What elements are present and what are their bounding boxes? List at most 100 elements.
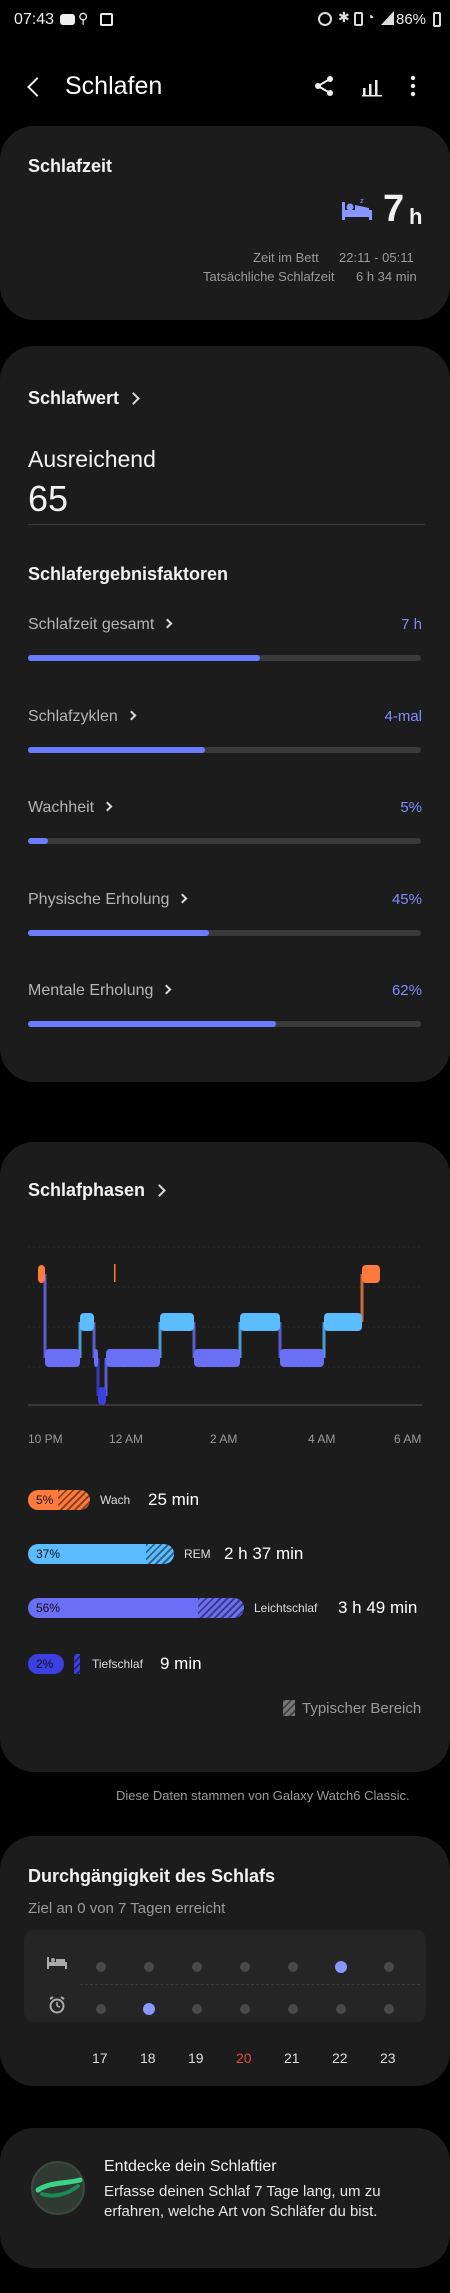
legend-name: REM <box>184 1547 211 1561</box>
sleep-animal-icon <box>30 2160 86 2216</box>
day-label: 20 <box>236 2050 252 2066</box>
discover-card[interactable]: Entdecke dein Schlaftier Erfasse deinen … <box>0 2128 450 2268</box>
share-button[interactable] <box>312 74 336 98</box>
day-label: 18 <box>140 2050 156 2066</box>
back-button[interactable] <box>27 77 47 97</box>
factor-row[interactable]: Schlafzeit gesamt 7 h <box>0 616 450 676</box>
sleep-hours-value: 7 <box>383 188 405 230</box>
hypnogram-segment-leichtschlaf <box>45 1349 80 1367</box>
bed-time-label: Zeit im Bett <box>253 250 319 265</box>
bike-icon: ⚲ <box>78 10 89 26</box>
chevron-right-icon <box>161 984 172 995</box>
factor-value: 4-mal <box>384 707 422 725</box>
wake-time-dot <box>288 2004 298 2014</box>
alarm-icon <box>318 12 332 26</box>
bed-icon: z <box>340 196 374 222</box>
battery-text: 86% <box>396 11 427 28</box>
legend-percent: 5% <box>36 1493 54 1507</box>
axis-label: 2 AM <box>210 1432 238 1446</box>
factor-row[interactable]: Schlafzyklen 4-mal <box>0 708 450 768</box>
day-label: 21 <box>284 2050 300 2066</box>
alarm-row-icon <box>48 1996 66 2014</box>
wifi-icon: ◔ <box>366 9 375 25</box>
legend-row: 5% Wach 25 min <box>0 1490 450 1514</box>
hypnogram-segment-wach <box>38 1265 45 1283</box>
hypnogram-segment-wach <box>114 1264 116 1282</box>
wake-time-dot <box>384 2004 394 2014</box>
row-separator <box>80 1984 420 1985</box>
factor-label: Mentale Erholung <box>28 982 172 1000</box>
legend-pill: 5% <box>28 1490 90 1510</box>
score-value: 65 <box>28 478 69 519</box>
legend-duration: 9 min <box>160 1654 202 1673</box>
hypnogram-segment-rem <box>240 1313 280 1331</box>
chevron-right-icon <box>162 618 173 629</box>
sleep-time-title: Schlafzeit <box>28 156 113 176</box>
axis-label: 12 AM <box>109 1432 144 1446</box>
factor-value: 62% <box>391 982 422 999</box>
factor-bar <box>28 929 421 936</box>
hypnogram-segment-leichtschlaf <box>106 1349 160 1367</box>
legend-duration: 25 min <box>148 1490 200 1509</box>
factors-title: Schlafergebnisfaktoren <box>28 564 229 584</box>
legend-row: 37% REM 2 h 37 min <box>0 1544 450 1568</box>
bed-time-dot <box>144 1962 154 1972</box>
sleep-score-link[interactable]: Schlafwert <box>28 388 140 409</box>
consistency-grid <box>24 1930 426 2022</box>
chevron-right-icon <box>127 391 140 405</box>
hypnogram-transition <box>92 1322 96 1358</box>
factor-bar <box>28 838 421 844</box>
sleep-score-card: Schlafwert Ausreichend 65 Schlafergebnis… <box>0 346 450 1082</box>
wake-time-dot <box>96 2004 106 2014</box>
legend-pill: 37% <box>28 1544 174 1564</box>
wake-time-dot <box>143 2003 155 2015</box>
chevron-right-icon <box>126 710 137 721</box>
status-bar: 07:43 ⚲ ✱ ◔ 86% <box>0 0 450 40</box>
hypnogram-transition <box>43 1274 47 1358</box>
typical-range-hatch <box>198 1598 244 1618</box>
chevron-right-icon <box>153 1183 166 1197</box>
hypnogram-segment-leichtschlaf <box>94 1349 98 1367</box>
bed-time-dot <box>240 1962 250 1972</box>
page-title: Schlafen <box>65 72 163 100</box>
legend-row: 56% Leichtschlaf 3 h 49 min <box>0 1598 450 1622</box>
axis-label: 10 PM <box>28 1432 63 1446</box>
battery-icon <box>433 12 441 27</box>
typical-range-hatch <box>146 1544 174 1564</box>
youtube-icon <box>60 14 75 25</box>
hypnogram-transition <box>96 1358 100 1396</box>
hypnogram-transition <box>322 1322 326 1358</box>
share-icon <box>315 76 333 96</box>
hypnogram-transition <box>360 1274 364 1322</box>
hypnogram-transition <box>78 1322 82 1358</box>
factor-row[interactable]: Mentale Erholung 62% <box>0 982 450 1042</box>
signal-icon <box>381 11 394 25</box>
sleep-phases-title: Schlafphasen <box>28 1180 146 1200</box>
factor-row[interactable]: Wachheit 5% <box>0 799 450 859</box>
sleep-phases-link[interactable]: Schlafphasen <box>28 1180 166 1201</box>
sleep-consistency-card[interactable]: Durchgängigkeit des Schlafs Ziel an 0 vo… <box>0 1836 450 2086</box>
hypnogram-segment-rem <box>160 1313 194 1331</box>
legend-percent: 56% <box>36 1601 61 1615</box>
status-time: 07:43 <box>14 11 55 28</box>
hypnogram-transition <box>104 1358 108 1396</box>
stats-button[interactable] <box>360 74 384 98</box>
vibrate-icon <box>354 12 363 26</box>
actual-sleep-label: Tatsächliche Schlafzeit <box>203 269 335 284</box>
legend-name: Tiefschlaf <box>92 1657 143 1671</box>
factor-row[interactable]: Physische Erholung 45% <box>0 891 450 951</box>
bed-time-dot <box>335 1961 347 1973</box>
legend-percent: 2% <box>36 1657 54 1671</box>
more-options-button[interactable] <box>408 74 418 98</box>
factor-bar-fill <box>28 838 48 844</box>
sleep-phases-card: Schlafphasen 10 PM 12 AM 2 AM 4 AM 6 AM … <box>0 1142 450 1772</box>
sleep-time-card[interactable]: Schlafzeit z 7 h Zeit im Bett 22:11 - 05… <box>0 126 450 320</box>
discover-title: Entdecke dein Schlaftier <box>104 2158 277 2175</box>
legend-duration: 2 h 37 min <box>224 1544 304 1563</box>
factor-bar <box>28 1021 421 1027</box>
typical-range-hatch <box>74 1654 80 1674</box>
legend-row: 2% Tiefschlaf 9 min <box>0 1654 450 1678</box>
image-icon <box>100 13 113 26</box>
axis-label: 4 AM <box>308 1432 336 1446</box>
wake-time-dot <box>192 2004 202 2014</box>
